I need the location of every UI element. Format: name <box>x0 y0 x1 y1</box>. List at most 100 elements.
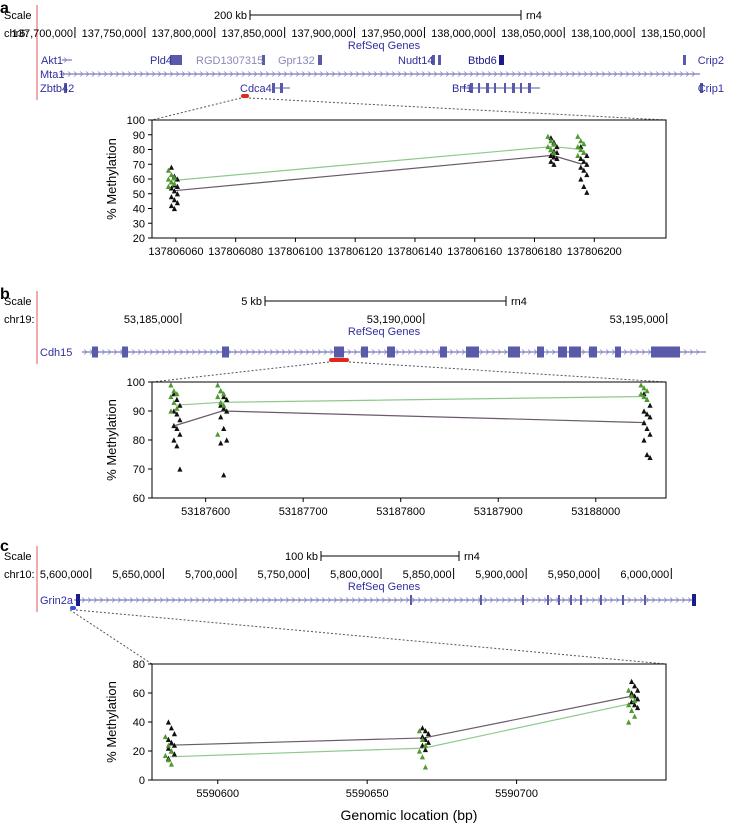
black-triangle-point <box>224 408 230 414</box>
zoom-guide-right <box>248 97 667 121</box>
strand-arrow <box>585 597 590 603</box>
strand-arrow <box>417 597 422 603</box>
strand-arrow <box>73 71 78 77</box>
exon-block <box>122 346 128 358</box>
strand-arrow <box>551 349 556 355</box>
strand-arrow <box>169 71 174 77</box>
strand-arrow <box>117 597 122 603</box>
strand-arrow <box>195 597 200 603</box>
x-tick-label: 53187900 <box>474 506 523 518</box>
strand-arrow <box>607 71 612 77</box>
green-triangle-point <box>162 752 169 758</box>
black-triangle-point <box>632 702 638 708</box>
green-triangle-point <box>171 388 177 394</box>
green-triangle-point <box>644 388 650 394</box>
strand-arrow <box>103 71 108 77</box>
y-tick-label: 70 <box>133 159 145 171</box>
green-triangle-point <box>174 405 180 411</box>
x-axis-label: Genomic location (bp) <box>341 807 478 823</box>
strand-arrow <box>463 71 468 77</box>
green-triangle-point <box>626 719 632 725</box>
strand-arrow <box>589 71 594 77</box>
gene-label: Grin2a <box>40 595 74 607</box>
black-triangle-point <box>584 161 590 167</box>
strand-arrow <box>279 597 284 603</box>
green-triangle-point <box>215 393 221 400</box>
x-tick-label: 137806160 <box>447 246 502 258</box>
x-tick-label: 53187600 <box>181 506 230 518</box>
strand-arrow <box>197 349 202 355</box>
exon-block <box>558 346 567 358</box>
green-triangle-point <box>215 382 221 388</box>
strand-arrow <box>297 597 302 603</box>
green-triangle-point <box>551 141 557 147</box>
gene-label: Mta1 <box>40 69 64 81</box>
strand-arrow <box>153 597 158 603</box>
strand-arrow <box>407 349 412 355</box>
y-tick-label: 90 <box>133 130 145 142</box>
strand-arrow <box>423 597 428 603</box>
black-triangle-point <box>171 742 178 748</box>
coord-tick-label: 53,190,000 <box>367 314 422 326</box>
green-triangle-point <box>168 179 175 185</box>
green-triangle-point <box>168 171 175 178</box>
strand-arrow <box>527 349 532 355</box>
black-triangle-point <box>171 731 178 737</box>
strand-arrow <box>309 597 314 603</box>
strand-arrow <box>401 349 406 355</box>
black-triangle-point <box>174 183 181 189</box>
black-triangle-point <box>551 154 557 160</box>
y-tick-label: 60 <box>133 493 145 505</box>
black-triangle-point <box>644 451 650 458</box>
strand-arrow <box>181 71 186 77</box>
black-triangle-point <box>554 155 560 161</box>
strand-arrow <box>689 349 694 355</box>
region-marker <box>70 606 76 610</box>
black-triangle-point <box>647 454 653 460</box>
exon-block <box>262 55 265 65</box>
coord-tick-label: 5,950,000 <box>548 569 597 581</box>
strand-arrow <box>251 349 256 355</box>
strand-arrow <box>91 71 96 77</box>
x-tick-label: 5590600 <box>196 788 239 800</box>
strand-arrow <box>213 597 218 603</box>
strand-arrow <box>265 71 270 77</box>
green-triangle-point <box>578 138 584 144</box>
strand-arrow <box>353 349 358 355</box>
coord-tick-label: 137,700,000 <box>12 28 73 40</box>
strand-arrow <box>439 71 444 77</box>
coord-tick-label: 137,950,000 <box>361 28 422 40</box>
y-tick-label: 80 <box>133 145 145 157</box>
strand-arrow <box>157 71 162 77</box>
strand-arrow <box>565 71 570 77</box>
assembly-label: rn4 <box>464 551 480 563</box>
strand-arrow <box>253 71 258 77</box>
exon-block <box>170 55 178 65</box>
green-mean-line <box>175 395 646 406</box>
strand-arrow <box>255 597 260 603</box>
region-marker <box>241 94 249 98</box>
green-triangle-point <box>626 687 632 693</box>
green-triangle-point <box>165 742 172 748</box>
strand-arrow <box>553 71 558 77</box>
strand-arrow <box>675 597 680 603</box>
strand-arrow <box>351 597 356 603</box>
strand-arrow <box>377 349 382 355</box>
exon-block <box>580 595 582 605</box>
strand-arrow <box>313 71 318 77</box>
strand-arrow <box>149 349 154 355</box>
exon-block <box>651 346 680 358</box>
track-title: RefSeq Genes <box>348 326 421 338</box>
black-triangle-point <box>174 425 180 431</box>
strand-arrow <box>489 597 494 603</box>
green-triangle-point <box>168 761 175 767</box>
strand-arrow <box>123 597 128 603</box>
strand-arrow <box>209 349 214 355</box>
strand-arrow <box>549 597 554 603</box>
strand-arrow <box>487 71 492 77</box>
strand-arrow <box>267 597 272 603</box>
strand-arrow <box>183 597 188 603</box>
green-triangle-point <box>221 391 227 397</box>
strand-arrow <box>193 71 198 77</box>
